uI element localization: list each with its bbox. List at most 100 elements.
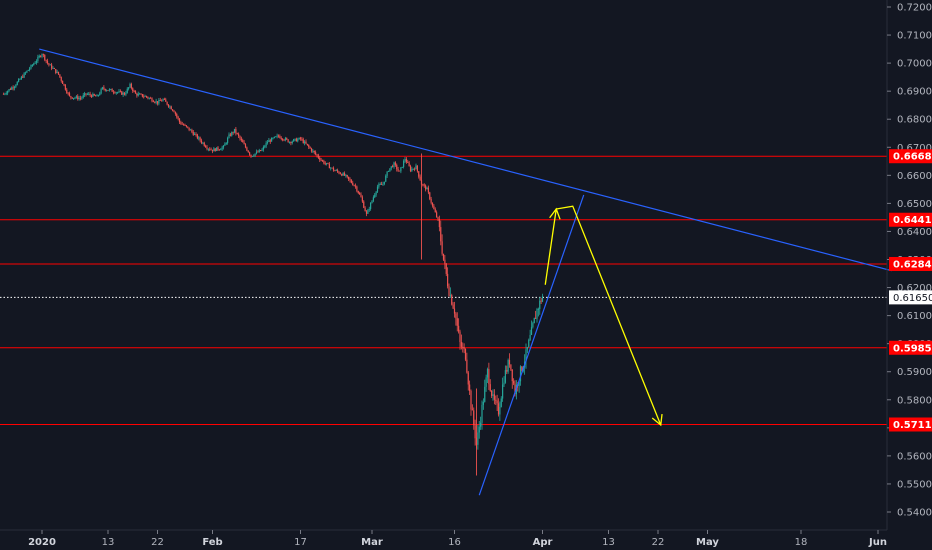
candle-body — [334, 170, 336, 172]
candle-body — [535, 318, 537, 319]
candle-body — [104, 88, 106, 91]
candle-body — [469, 384, 471, 391]
candle-body — [319, 157, 321, 160]
candle-body — [52, 68, 54, 69]
candle-body — [60, 77, 62, 81]
candle-body — [126, 88, 128, 94]
plot-area[interactable] — [0, 48, 892, 496]
candle-body — [506, 370, 508, 372]
candle-body — [225, 142, 227, 144]
candle-body — [136, 93, 138, 96]
current-price-tag — [889, 290, 932, 305]
candle-body — [466, 359, 468, 373]
candle-body — [337, 170, 339, 172]
candle-body — [227, 137, 229, 143]
candle-body — [141, 94, 143, 97]
level-price-tag-label: 0.64417 — [893, 215, 932, 226]
time-tick-label: Jun — [868, 537, 887, 548]
candle-body — [29, 68, 31, 70]
candle-body — [390, 166, 392, 169]
candle-body — [63, 83, 65, 86]
candle-body — [518, 381, 520, 386]
candle-body — [392, 166, 394, 168]
candle-body — [470, 390, 472, 410]
candle-body — [449, 295, 451, 296]
candle-body — [519, 366, 522, 382]
candle-body — [416, 165, 418, 172]
candle-body — [207, 148, 209, 150]
candle-body — [323, 160, 325, 164]
candle-body — [412, 168, 414, 170]
candle-body — [147, 96, 149, 99]
candle-body — [96, 95, 98, 97]
candle-body — [529, 335, 531, 341]
candle-body — [491, 390, 493, 396]
candle-body — [360, 194, 362, 198]
candle-body — [404, 159, 406, 162]
candle-body — [40, 55, 42, 57]
candle-body — [22, 76, 24, 78]
candle-body — [8, 89, 10, 92]
candle-body — [38, 55, 40, 57]
candle-body — [348, 176, 350, 179]
candle-body — [521, 366, 523, 372]
candle-body — [249, 152, 251, 155]
candle-body — [152, 101, 154, 103]
candle-body — [210, 149, 212, 151]
candle-body — [180, 122, 182, 124]
candle-body — [357, 191, 359, 194]
candle-body — [48, 63, 50, 65]
candle-body — [342, 173, 344, 176]
time-tick-label: May — [696, 537, 719, 548]
time-tick-label: Feb — [202, 537, 222, 548]
candle-body — [429, 192, 431, 199]
candle-body — [46, 60, 49, 64]
candle-body — [438, 218, 440, 228]
candle-body — [279, 136, 281, 139]
candle-body — [530, 327, 533, 336]
level-price-tag — [889, 256, 932, 271]
candle-body — [205, 145, 207, 148]
candle-body — [393, 162, 395, 168]
candle-body — [473, 410, 475, 426]
candle-body — [75, 96, 77, 98]
candle-body — [266, 142, 269, 143]
candle-body — [213, 148, 215, 152]
candle-body — [81, 97, 83, 99]
candle-body — [202, 142, 204, 144]
candle-body — [167, 104, 170, 107]
candle-body — [112, 91, 115, 93]
candle-body — [20, 76, 22, 80]
candle-body — [26, 70, 28, 73]
candle-body — [4, 93, 6, 95]
candle-body — [447, 273, 449, 287]
candle-body — [345, 175, 347, 176]
candle-body — [139, 93, 141, 95]
candle-body — [378, 184, 380, 187]
price-tick-label: 0.54000 — [897, 508, 932, 519]
candle-body — [508, 360, 511, 365]
candle-body — [178, 118, 181, 123]
candle-body — [198, 137, 200, 139]
candle-body — [158, 100, 160, 104]
candle-body — [9, 89, 11, 91]
candle-body — [316, 154, 318, 156]
candle-body — [499, 406, 501, 415]
candle-body — [192, 131, 194, 135]
candle-body — [258, 150, 260, 153]
candle-body — [324, 163, 326, 165]
candle-body — [463, 347, 465, 350]
candle-body — [511, 369, 513, 382]
time-axis[interactable]: 2020 13 22 Feb 17 Mar 16 Apr 13 22 May 18 Jun — [0, 529, 887, 548]
candle-body — [187, 126, 189, 128]
candle-body — [453, 308, 456, 314]
candle-body — [232, 132, 234, 134]
candle-body — [430, 198, 432, 203]
